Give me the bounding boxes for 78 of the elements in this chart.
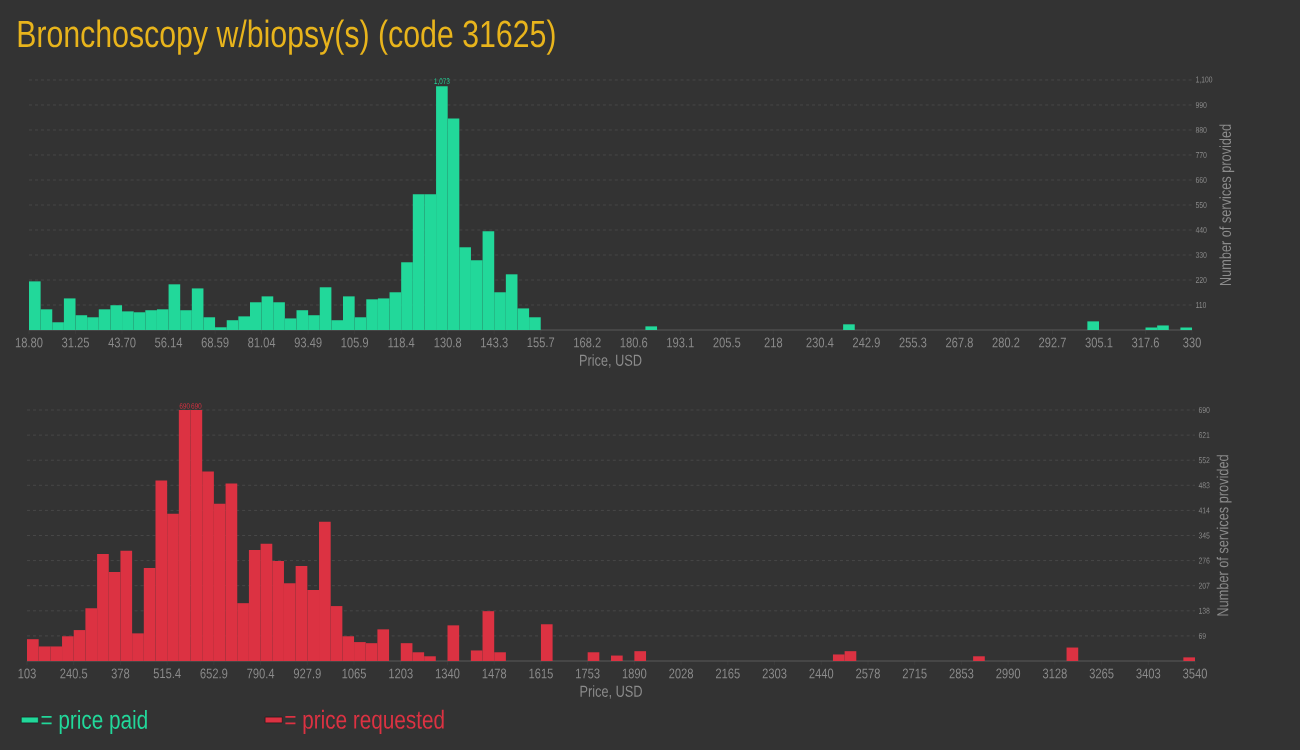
x-tick-label: 180.6	[620, 337, 648, 348]
x-tick-label: 230.4	[806, 337, 834, 348]
y-tick-label: 621	[1198, 432, 1210, 439]
y-tick-label: 990	[1195, 102, 1207, 108]
y-tick-label: 660	[1195, 177, 1207, 183]
y-tick-label: 414	[1198, 507, 1210, 514]
x-tick-label: 205.5	[713, 337, 741, 348]
x-tick-label: 103	[18, 668, 36, 679]
chart-title: Bronchoscopy w/biopsy(s) (code 31625)	[18, 19, 555, 55]
x-tick-label: 1478	[482, 668, 507, 679]
x-tick-label: 43.70	[108, 337, 136, 348]
y-tick-label: 880	[1195, 127, 1207, 133]
x-tick-label: 168.2	[574, 337, 601, 348]
x-tick-label: 1753	[576, 668, 600, 679]
y-tick-label: 552	[1198, 457, 1210, 464]
x-tick-label: 267.8	[946, 337, 973, 348]
x-tick-label: 93.49	[294, 337, 322, 348]
x-tick-label: 317.6	[1131, 337, 1159, 348]
x-tick-label: 240.5	[60, 668, 88, 679]
y-axis-title: Number of services provided	[1219, 124, 1235, 286]
x-tick-label: 155.7	[527, 337, 555, 348]
x-tick-label: 1340	[435, 668, 460, 679]
x-tick-label: 193.1	[667, 337, 694, 348]
y-axis-title: Number of services provided	[1216, 455, 1232, 616]
x-tick-label: 2303	[762, 668, 787, 679]
y-tick-label: 440	[1195, 227, 1207, 233]
y-tick-label: 207	[1198, 582, 1210, 589]
x-tick-label: 515.4	[153, 668, 181, 679]
x-tick-label: 3128	[1042, 668, 1067, 679]
x-tick-label: 280.2	[992, 337, 1020, 348]
x-tick-label: 927.9	[293, 668, 321, 679]
x-axis-title: Price, USD	[580, 685, 642, 699]
x-tick-label: 305.1	[1085, 337, 1113, 348]
x-tick-label: 68.59	[201, 337, 229, 348]
y-tick-label: 483	[1198, 482, 1210, 489]
x-tick-label: 2578	[856, 668, 880, 679]
x-tick-label: 3540	[1183, 668, 1207, 679]
x-tick-label: 143.3	[481, 337, 508, 348]
y-tick-label: 220	[1195, 277, 1207, 283]
x-axis-title: Price, USD	[580, 354, 642, 368]
x-tick-label: 255.3	[899, 337, 927, 348]
x-tick-label: 790.4	[247, 668, 275, 679]
y-tick-label: 69	[1198, 632, 1206, 639]
x-tick-label: 2990	[996, 668, 1021, 679]
x-tick-label: 2165	[715, 668, 740, 679]
x-tick-label: 2440	[809, 668, 834, 679]
y-tick-label: 330	[1195, 252, 1207, 258]
x-tick-label: 2853	[949, 668, 974, 679]
y-tick-label: 1,100	[1196, 76, 1213, 84]
x-tick-label: 56.14	[155, 337, 183, 348]
x-tick-label: 378	[111, 668, 130, 679]
y-tick-label: 276	[1198, 557, 1210, 564]
x-tick-label: 242.9	[852, 337, 880, 348]
x-tick-label: 18.80	[15, 337, 43, 348]
x-tick-label: 1203	[389, 668, 413, 679]
x-tick-label: 1890	[622, 668, 647, 679]
x-tick-label: 81.04	[248, 337, 276, 348]
x-tick-label: 118.4	[388, 337, 415, 348]
legend-label: = price requested	[285, 709, 444, 734]
x-tick-label: 3265	[1089, 668, 1114, 679]
x-tick-label: 2715	[902, 668, 927, 679]
x-tick-label: 292.7	[1039, 337, 1066, 348]
y-tick-label: 138	[1199, 607, 1210, 614]
x-tick-label: 31.25	[61, 337, 90, 348]
y-tick-label: 690	[1198, 407, 1210, 413]
x-tick-label: 105.9	[341, 337, 369, 348]
legend-label: = price paid	[41, 709, 147, 735]
x-tick-label: 3403	[1136, 668, 1161, 679]
x-tick-label: 652.9	[200, 668, 228, 679]
x-tick-label: 218	[764, 337, 783, 348]
x-tick-label: 2028	[669, 668, 694, 679]
y-tick-label: 770	[1195, 152, 1207, 158]
y-tick-label: 110	[1196, 302, 1207, 308]
y-tick-label: 345	[1198, 532, 1210, 539]
x-tick-label: 1065	[342, 668, 366, 679]
y-tick-label: 550	[1195, 202, 1207, 208]
x-tick-label: 1615	[529, 668, 553, 679]
x-tick-label: 130.8	[434, 337, 462, 348]
